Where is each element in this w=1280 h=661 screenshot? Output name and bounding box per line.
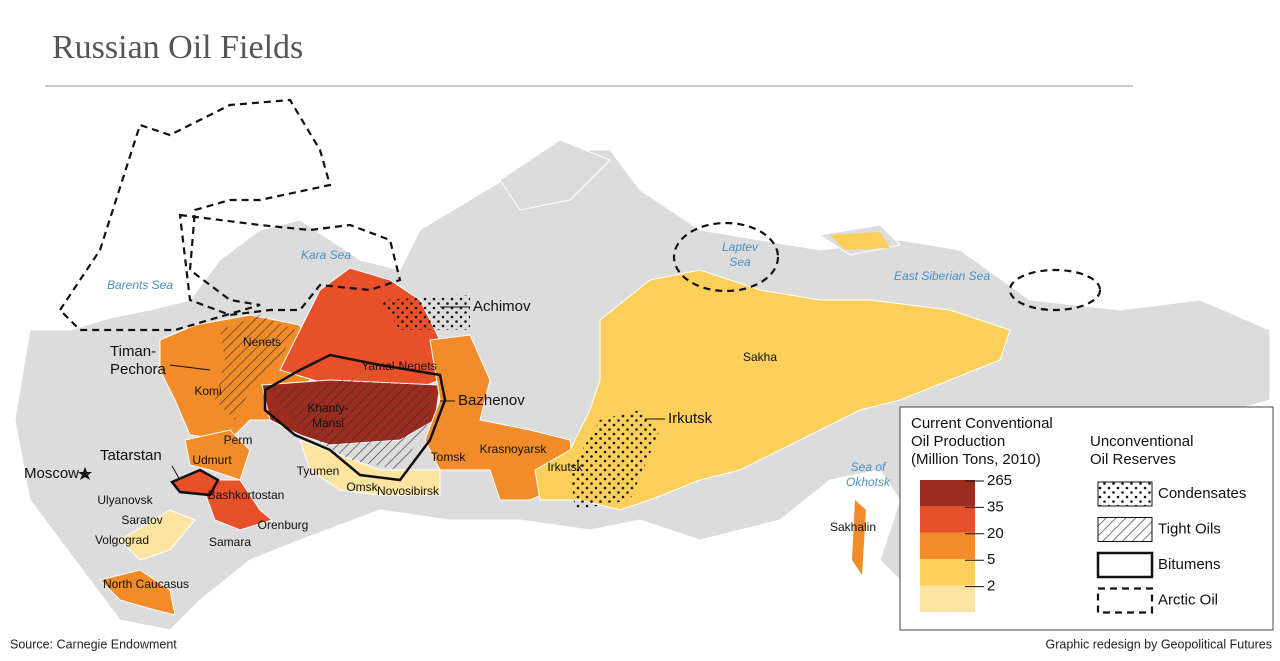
legend-key	[1097, 481, 1153, 507]
capital-star	[78, 467, 92, 480]
legend-title: Current Conventional	[911, 415, 1053, 432]
leader-line	[169, 364, 211, 371]
legend-item-label: Tight Oils	[1158, 520, 1221, 537]
legend-title: Oil Reserves	[1090, 451, 1176, 468]
legend-key	[1096, 587, 1154, 614]
callout-label: Bazhenov	[458, 392, 525, 409]
region-bashkortostan-orenburg	[199, 479, 274, 531]
legend-tick-label: 35	[987, 498, 1004, 515]
title: Russian Oil Fields	[52, 29, 303, 66]
region-label: Samara	[209, 535, 251, 549]
legend-item-label: Condensates	[1158, 485, 1246, 502]
region-label: Tomsk	[431, 450, 467, 464]
tight-oil-bazhenov	[270, 380, 430, 470]
sea-label: Kara Sea	[301, 248, 351, 262]
region-label: Novosibirsk	[377, 484, 440, 498]
region-north-caucasus	[99, 569, 176, 616]
sea-label: Laptev	[722, 240, 759, 254]
region-label: Ulyanovsk	[97, 493, 153, 507]
sea-label: Sea	[729, 255, 751, 269]
region-islands	[830, 232, 890, 250]
legend-item-label: Bitumens	[1158, 556, 1221, 573]
legend-swatch	[920, 532, 975, 560]
callout-label: Timan-	[110, 343, 156, 360]
region-label: Perm	[224, 433, 253, 447]
callout-label: Tatarstan	[100, 447, 162, 464]
legend-swatch	[920, 506, 975, 533]
condensate-irkutsk	[570, 410, 660, 510]
legend-swatch	[920, 559, 975, 586]
legend-tick-label: 5	[987, 551, 995, 568]
sea-label: East Siberian Sea	[894, 269, 990, 283]
sea-label: Barents Sea	[107, 278, 173, 292]
legend-swatch	[920, 480, 975, 507]
region-label: Yamal-Nenets	[361, 359, 436, 373]
region-label: Sakhalin	[830, 520, 876, 534]
region-label: Orenburg	[258, 518, 309, 532]
region-label: Bashkortostan	[208, 488, 285, 502]
bitumen-outline	[263, 353, 447, 482]
header: Russian Oil Fields	[45, 29, 1133, 87]
unconventional-overlays	[58, 98, 1102, 510]
callout-label: Moscow	[24, 465, 79, 482]
legend-tick-label: 20	[987, 525, 1004, 542]
legend-tick-label: 265	[987, 472, 1012, 489]
credit: Graphic redesign by Geopolitical Futures	[1045, 637, 1272, 651]
legend-tick-label: 2	[987, 578, 995, 595]
region-sakha-irkutsk	[534, 269, 1011, 511]
leader-line	[171, 465, 181, 481]
callout-label: Achimov	[473, 298, 531, 315]
region-label: Mansi	[312, 416, 344, 430]
legend-title: Oil Production	[911, 433, 1005, 450]
legend-title: (Million Tons, 2010)	[911, 451, 1041, 468]
legend-item-label: Arctic Oil	[1158, 591, 1218, 608]
region-label: Tyumen	[297, 464, 340, 478]
condensate-achimov	[380, 295, 470, 330]
region-label: North Caucasus	[103, 577, 189, 591]
source: Source: Carnegie Endowment	[10, 637, 177, 651]
legend-title: Unconventional	[1090, 433, 1193, 450]
arctic-laptev	[672, 221, 780, 293]
arctic-barents	[58, 98, 332, 332]
region-label: Omsk	[346, 480, 378, 494]
callout-label: Pechora	[110, 361, 167, 378]
sea-label: Sea of	[851, 460, 887, 474]
region-label: Komi	[194, 384, 221, 398]
region-label: Nenets	[243, 335, 281, 349]
region-sakhalin	[852, 500, 866, 575]
sea-label: Okhotsk	[846, 475, 891, 489]
tight-oil-timan	[215, 315, 295, 420]
region-label: Khanty-	[307, 401, 348, 415]
region-label: Sakha	[743, 350, 777, 364]
arctic-east-siberian	[1008, 268, 1102, 312]
region-label: Krasnoyarsk	[480, 442, 548, 456]
region-label: Irkutsk	[547, 460, 583, 474]
legend-key	[1096, 551, 1154, 579]
callout-label: Irkutsk	[668, 410, 713, 427]
region-label: Udmurt	[192, 453, 232, 467]
region-label: Saratov	[121, 513, 162, 527]
region-saratov-volgograd	[119, 509, 196, 561]
region-label: Volgograd	[95, 533, 149, 547]
legend-key	[1097, 517, 1153, 542]
legend-swatch	[920, 585, 975, 612]
region-tatarstan	[169, 468, 220, 497]
